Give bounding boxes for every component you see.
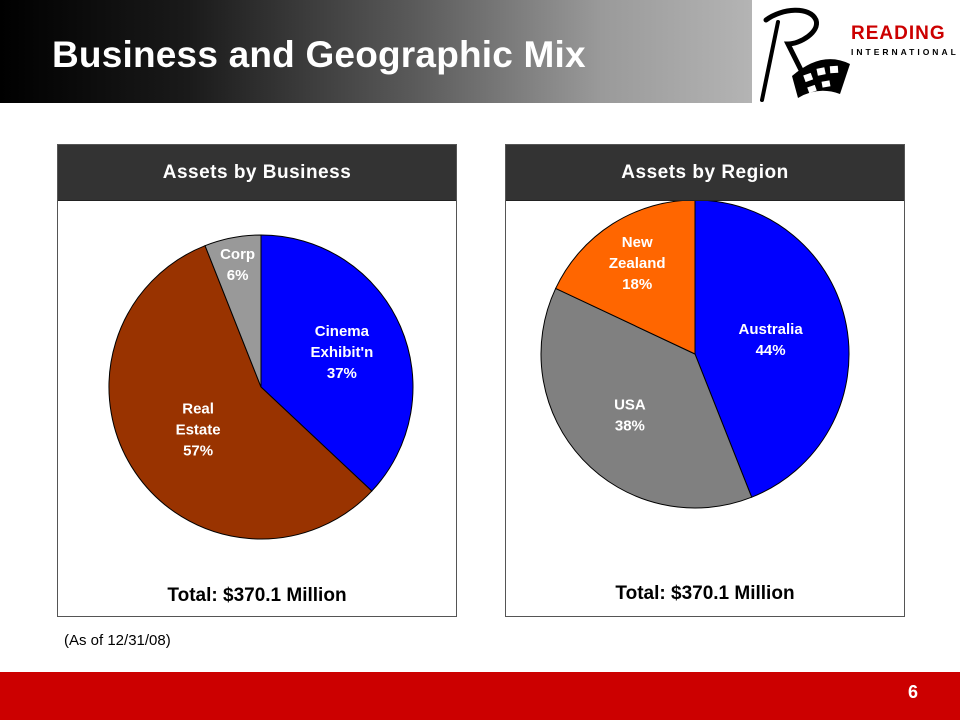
assets-by-business-pie-chart: Cinema Exhibit'n 37% Real Estate 57% Corp 6% <box>108 234 414 540</box>
footnote: (As of 12/31/08) <box>64 632 171 649</box>
pie-slice-corp <box>204 234 262 388</box>
page-number: 6 <box>907 682 918 702</box>
assets-by-region-pie-chart: Australia 44% USA 38% New Zealand 18% <box>540 201 850 509</box>
chart-title: Assets by Region <box>506 145 904 201</box>
logo-wordmark: READING <box>851 23 946 44</box>
chart-title: Assets by Business <box>58 145 456 201</box>
chart-total: Total: $370.1 Million <box>615 583 795 604</box>
pie-label-cinema-exhibit-n: Cinema Exhibit'n 37% <box>311 323 374 382</box>
pie-label-corp: Corp 6% <box>220 246 255 284</box>
logo-subtitle: INTERNATIONAL <box>851 47 959 57</box>
pie-slice-new-zealand <box>554 201 696 355</box>
pie-slice-real-estate <box>108 245 373 540</box>
slide-title: Business and Geographic Mix <box>52 34 586 75</box>
footer-bar: 6 <box>0 672 960 720</box>
assets-by-business-panel: Assets by Business Cinema Exhibit'n 37% Rea… <box>57 144 457 617</box>
pie-label-australia: Australia 44% <box>738 321 803 359</box>
pie-slice-cinema-exhibit-n <box>260 234 414 492</box>
pie-label-real-estate: Real Estate 57% <box>176 401 221 460</box>
pie-slice-australia <box>694 201 850 498</box>
assets-by-region-panel: Assets by Region Australia 44% USA 38% New Ze… <box>505 144 905 617</box>
pie-label-new-zealand: New Zealand 18% <box>609 234 666 293</box>
chart-total: Total: $370.1 Million <box>167 585 347 606</box>
reading-international-logo: READING INTERNATIONAL <box>752 0 960 103</box>
film-reel-r-icon <box>760 7 850 102</box>
pie-slice-usa <box>540 287 753 509</box>
pie-label-usa: USA 38% <box>614 397 646 435</box>
title-bar: Business and Geographic Mix <box>0 0 752 103</box>
